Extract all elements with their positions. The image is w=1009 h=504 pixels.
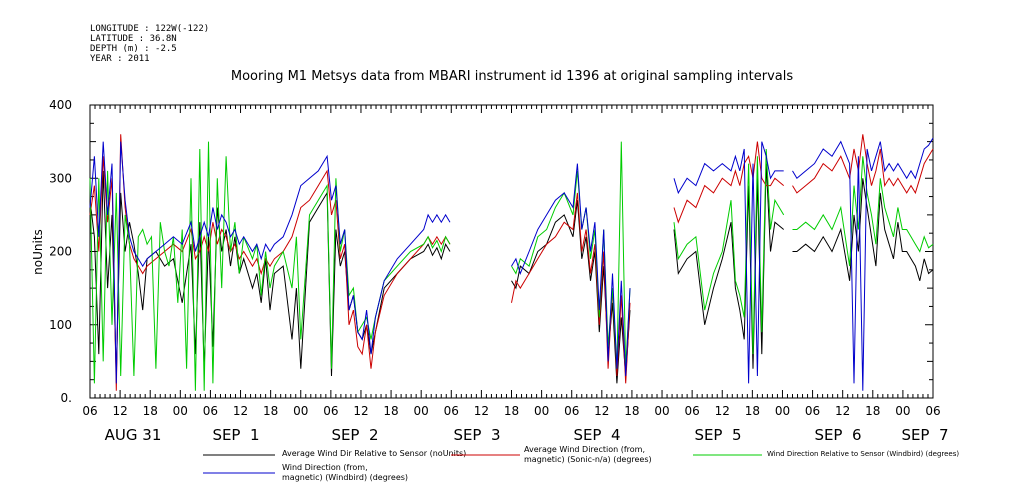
x-date-label: AUG 31 [105, 426, 162, 444]
y-tick-label: 200 [49, 245, 72, 259]
x-tick-label: 18 [263, 404, 278, 418]
x-date-label: SEP 7 [901, 426, 948, 444]
legend-label-series-1: Average Wind Direction (from, magnetic) … [524, 445, 652, 464]
x-tick-label: 18 [143, 404, 158, 418]
x-tick-label: 18 [624, 404, 639, 418]
y-ticks: 0. 100 200 300 400 [49, 98, 933, 405]
x-date-label: SEP 5 [694, 426, 741, 444]
x-date-label: SEP 4 [573, 426, 620, 444]
x-tick-label: 18 [745, 404, 760, 418]
series-lines [89, 134, 934, 391]
legend-label-series-1-line1: Average Wind Direction (from, [524, 445, 645, 454]
x-tick-label: 12 [594, 404, 609, 418]
x-tick-label: 06 [82, 404, 97, 418]
meta-year: YEAR : 2011 [90, 54, 150, 64]
x-tick-label: 00 [414, 404, 429, 418]
y-tick-label: 100 [49, 318, 72, 332]
series-line-0 [89, 163, 934, 384]
x-tick-label: 00 [173, 404, 188, 418]
x-tick-label: 06 [925, 404, 940, 418]
x-tick-label: 06 [685, 404, 700, 418]
x-tick-label: 00 [534, 404, 549, 418]
y-tick-label: 300 [49, 171, 72, 185]
x-tick-label: 06 [564, 404, 579, 418]
x-tick-label: 06 [444, 404, 459, 418]
x-tick-label: 12 [715, 404, 730, 418]
x-tick-label: 12 [112, 404, 127, 418]
x-tick-label: 12 [353, 404, 368, 418]
legend-label-series-1-line2: magnetic) (Sonic-n/a) (degrees) [524, 455, 652, 464]
x-tick-label: 00 [775, 404, 790, 418]
x-tick-label: 06 [805, 404, 820, 418]
y-tick-label: 0. [61, 391, 72, 405]
chart-title: Mooring M1 Metsys data from MBARI instru… [231, 69, 793, 84]
x-tick-label: 06 [203, 404, 218, 418]
legend-label-series-3-line2: magnetic) (Windbird) (degrees) [282, 473, 408, 482]
x-date-label: SEP 1 [212, 426, 259, 444]
meta-longitude: LONGITUDE : 122W(-122) [90, 24, 209, 34]
legend-label-series-3-line1: Wind Direction (from, [282, 463, 368, 472]
series-line-3 [89, 137, 934, 391]
x-tick-label: 18 [383, 404, 398, 418]
x-tick-label: 00 [895, 404, 910, 418]
x-tick-label: 18 [865, 404, 880, 418]
x-tick-label: 06 [323, 404, 338, 418]
y-axis-label: noUnits [31, 229, 45, 275]
x-date-label: SEP 2 [331, 426, 378, 444]
x-tick-label: 12 [474, 404, 489, 418]
legend: Average Wind Dir Relative to Sensor (noU… [203, 445, 959, 482]
meta-latitude: LATITUDE : 36.8N [90, 34, 177, 44]
x-ticks: 06 12 18 00 06 12 18 00 06 12 18 00 06 12 18 00 06 12 18 00… [82, 105, 941, 418]
x-date-label: SEP 6 [814, 426, 861, 444]
series-line-1 [89, 134, 934, 391]
meta-depth: DEPTH (m) : -2.5 [90, 44, 177, 54]
legend-label-series-0: Average Wind Dir Relative to Sensor (noU… [282, 449, 466, 458]
plot-frame [89, 104, 934, 399]
x-date-label: SEP 3 [453, 426, 500, 444]
x-date-labels: AUG 31 SEP 1 SEP 2 SEP 3 SEP 4 SEP 5 SEP 6 SEP … [105, 426, 949, 444]
legend-label-series-3: Wind Direction (from, magnetic) (Windbir… [282, 463, 408, 482]
legend-label-series-2: Wind Direction Relative to Sensor (Windb… [767, 450, 959, 458]
series-line-2 [89, 141, 934, 391]
x-tick-label: 00 [293, 404, 308, 418]
x-tick-label: 12 [835, 404, 850, 418]
y-tick-label: 400 [49, 98, 72, 112]
x-tick-label: 00 [654, 404, 669, 418]
x-tick-label: 18 [504, 404, 519, 418]
x-tick-label: 12 [233, 404, 248, 418]
